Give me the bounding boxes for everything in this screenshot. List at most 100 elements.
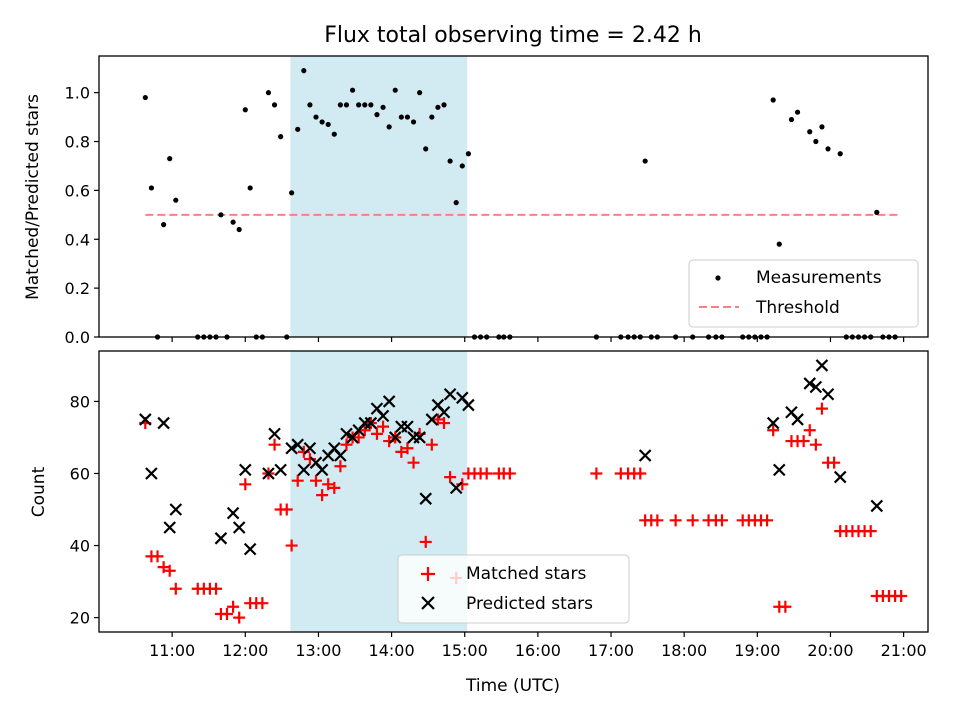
predicted-star-points: [139, 359, 884, 556]
top-plot-frame: [98, 55, 929, 338]
matched-star-point: [715, 514, 728, 527]
matched-star-point: [407, 456, 420, 469]
measurement-point: [459, 163, 465, 169]
measurement-point: [142, 94, 148, 101]
predicted-star-point: [268, 427, 281, 441]
matched-star-point: [767, 424, 780, 437]
measurement-point: [356, 102, 362, 108]
predicted-star-point: [833, 470, 847, 484]
legend-predicted-marker: [421, 596, 435, 610]
y-tick-label: 80: [70, 392, 90, 411]
matched-star-point: [864, 525, 877, 538]
predicted-star-point: [262, 467, 275, 480]
x-tick-label: 14:00: [369, 641, 415, 660]
measurement-point: [242, 107, 248, 113]
matched-star-point: [285, 539, 298, 552]
matched-star-point: [815, 402, 828, 415]
predicted-star-point: [303, 441, 317, 455]
legend-matched-marker: [421, 567, 435, 581]
measurement-point: [236, 226, 242, 233]
predicted-star-point: [226, 506, 240, 520]
legend-threshold-label: Threshold: [755, 298, 840, 318]
measurement-point: [247, 185, 253, 191]
predicted-star-point: [364, 416, 378, 430]
x-tick-label: 11:00: [149, 641, 195, 660]
matched-star-point: [151, 550, 164, 563]
matched-star-point: [256, 597, 269, 610]
chart-title: Flux total observing time = 2.42 h: [324, 23, 702, 48]
predicted-star-point: [388, 431, 402, 444]
matched-star-point: [895, 589, 908, 602]
measurement-point: [173, 197, 179, 203]
measurement-point: [392, 87, 398, 93]
predicted-star-point: [425, 413, 439, 426]
matched-star-point: [322, 478, 335, 491]
predicted-star-point: [274, 463, 287, 477]
bottom-y-axis-label: Count: [29, 466, 49, 517]
measurement-point: [362, 102, 368, 108]
matched-star-point: [503, 467, 516, 480]
predicted-star-point: [821, 387, 835, 401]
predicted-star-point: [443, 387, 457, 401]
measurement-point: [167, 156, 173, 162]
measurement-point: [398, 114, 404, 120]
matched-star-point: [419, 535, 432, 548]
bottom-x-ticks: 11:00 12:00 13:00 14:00 15:00 16:00 17:00 18:00…: [149, 632, 927, 660]
predicted-star-point: [157, 416, 170, 430]
matched-star-point: [268, 438, 281, 451]
predicted-star-point: [139, 413, 152, 426]
measurement-point: [776, 241, 782, 247]
observing-window-span: [290, 56, 468, 337]
x-tick-label: 13:00: [295, 641, 341, 660]
matched-star-point: [227, 600, 240, 613]
matched-star-point: [395, 445, 408, 458]
measurement-point: [148, 185, 155, 191]
measurement-points: [142, 68, 898, 340]
y-tick-label: 0.6: [65, 181, 90, 200]
matched-star-point: [291, 474, 304, 487]
matched-star-point: [233, 611, 246, 624]
matched-star-point: [779, 600, 792, 613]
measurement-point: [423, 146, 429, 152]
matched-star-point: [163, 564, 176, 577]
matched-star-point: [686, 514, 699, 527]
measurement-point: [453, 200, 459, 206]
predicted-star-point: [382, 395, 396, 408]
measurement-point: [301, 68, 307, 74]
measurement-point: [441, 102, 447, 108]
measurement-point: [230, 219, 236, 225]
matched-star-point: [370, 427, 383, 440]
matched-star-point: [352, 431, 365, 444]
matched-star-point: [431, 413, 444, 426]
top-panel: Matched/Predicted stars 0.0 0.2 0.4 0.6 0.8 1…: [23, 55, 929, 347]
matched-star-point: [803, 424, 816, 437]
y-tick-label: 0.4: [65, 230, 90, 249]
measurement-point: [368, 102, 374, 108]
measurement-point: [271, 102, 278, 108]
matched-star-point: [828, 456, 841, 469]
matched-star-point: [358, 424, 371, 437]
matched-star-point: [169, 582, 182, 595]
matched-star-point: [340, 438, 353, 451]
matched-star-points: [139, 402, 908, 624]
x-tick-label: 20:00: [807, 641, 853, 660]
predicted-star-point: [791, 413, 804, 426]
top-x-ticks: [171, 337, 905, 342]
legend-matched-label: Matched stars: [466, 564, 586, 584]
y-tick-label: 0.2: [65, 279, 90, 298]
measurement-point: [794, 109, 801, 115]
bottom-legend: Matched stars Predicted stars: [397, 554, 630, 624]
top-y-ticks: 0.0 0.2 0.4 0.6 0.8 1.0: [65, 84, 99, 347]
x-tick-label: 21:00: [881, 641, 927, 660]
x-tick-label: 19:00: [734, 641, 780, 660]
matched-star-point: [377, 420, 390, 433]
predicted-star-point: [419, 492, 433, 505]
y-tick-label: 60: [70, 464, 90, 483]
measurement-point: [337, 102, 343, 108]
matched-star-point: [761, 514, 774, 527]
measurement-point: [218, 212, 224, 218]
measurement-point: [313, 114, 319, 120]
predicted-star-point: [239, 463, 252, 477]
predicted-star-point: [291, 438, 304, 451]
